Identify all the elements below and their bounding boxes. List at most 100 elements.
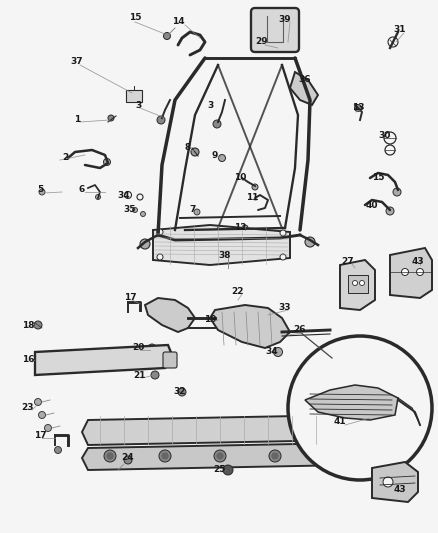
- Text: 3: 3: [207, 101, 213, 109]
- Text: 34: 34: [266, 348, 278, 357]
- Text: 21: 21: [134, 370, 146, 379]
- Circle shape: [386, 207, 394, 215]
- Circle shape: [388, 37, 398, 47]
- Circle shape: [353, 280, 357, 286]
- Circle shape: [124, 191, 131, 198]
- Polygon shape: [145, 298, 195, 332]
- Text: 15: 15: [372, 174, 384, 182]
- Circle shape: [305, 237, 315, 247]
- Circle shape: [214, 450, 226, 462]
- Text: 40: 40: [366, 200, 378, 209]
- Circle shape: [288, 336, 432, 480]
- Text: 34: 34: [118, 190, 131, 199]
- Text: 11: 11: [246, 193, 258, 203]
- Text: 26: 26: [294, 326, 306, 335]
- Text: 35: 35: [124, 206, 136, 214]
- Text: 17: 17: [34, 431, 46, 440]
- Text: 9: 9: [212, 150, 218, 159]
- Polygon shape: [290, 72, 318, 105]
- Polygon shape: [82, 415, 355, 445]
- Text: 25: 25: [214, 465, 226, 474]
- Circle shape: [273, 348, 283, 357]
- Circle shape: [39, 189, 45, 195]
- Text: 33: 33: [279, 303, 291, 312]
- Text: 23: 23: [22, 403, 34, 413]
- Circle shape: [151, 371, 159, 379]
- Text: 38: 38: [219, 251, 231, 260]
- Circle shape: [327, 453, 333, 459]
- FancyBboxPatch shape: [251, 8, 299, 52]
- Circle shape: [223, 465, 233, 475]
- Circle shape: [159, 450, 171, 462]
- Circle shape: [178, 388, 186, 396]
- Circle shape: [137, 194, 143, 200]
- Polygon shape: [305, 385, 398, 420]
- Circle shape: [133, 207, 138, 213]
- Text: 14: 14: [172, 18, 184, 27]
- FancyBboxPatch shape: [163, 352, 177, 368]
- Text: 13: 13: [352, 103, 364, 112]
- Text: 18: 18: [22, 320, 34, 329]
- Circle shape: [39, 411, 46, 418]
- Text: 19: 19: [204, 316, 216, 325]
- Circle shape: [35, 399, 42, 406]
- Text: 43: 43: [412, 257, 424, 266]
- Text: 20: 20: [132, 343, 144, 352]
- Circle shape: [95, 195, 100, 199]
- Circle shape: [242, 225, 248, 231]
- Circle shape: [194, 209, 200, 215]
- Circle shape: [252, 184, 258, 190]
- Text: 6: 6: [79, 185, 85, 195]
- Text: 15: 15: [129, 13, 141, 22]
- Circle shape: [157, 254, 163, 260]
- Circle shape: [124, 456, 132, 464]
- Circle shape: [217, 453, 223, 459]
- Circle shape: [157, 116, 165, 124]
- Text: 29: 29: [256, 37, 268, 46]
- Circle shape: [107, 453, 113, 459]
- Text: 1: 1: [74, 116, 80, 125]
- Text: 37: 37: [71, 58, 83, 67]
- Text: 5: 5: [37, 185, 43, 195]
- Polygon shape: [82, 443, 355, 470]
- Circle shape: [213, 120, 221, 128]
- Circle shape: [162, 453, 168, 459]
- Circle shape: [191, 148, 199, 156]
- Text: 8: 8: [185, 143, 191, 152]
- Polygon shape: [35, 345, 172, 375]
- Polygon shape: [210, 305, 290, 348]
- Text: 30: 30: [379, 131, 391, 140]
- Text: 2: 2: [62, 154, 68, 163]
- Circle shape: [354, 104, 361, 111]
- Circle shape: [141, 212, 145, 216]
- Circle shape: [272, 453, 278, 459]
- Text: 22: 22: [232, 287, 244, 296]
- Circle shape: [324, 450, 336, 462]
- Circle shape: [417, 269, 424, 276]
- Text: 3: 3: [135, 101, 141, 109]
- Text: 12: 12: [234, 223, 246, 232]
- Text: 10: 10: [234, 174, 246, 182]
- Circle shape: [219, 155, 226, 161]
- Bar: [126, 90, 142, 102]
- Polygon shape: [372, 462, 418, 502]
- Text: 36: 36: [299, 76, 311, 85]
- Circle shape: [402, 269, 409, 276]
- Circle shape: [385, 145, 395, 155]
- Circle shape: [54, 447, 61, 454]
- Bar: [348, 275, 368, 293]
- Circle shape: [103, 158, 110, 166]
- Circle shape: [393, 188, 401, 196]
- Text: 27: 27: [342, 257, 354, 266]
- Circle shape: [360, 280, 364, 286]
- Polygon shape: [153, 225, 290, 265]
- Circle shape: [280, 254, 286, 260]
- Circle shape: [148, 344, 156, 352]
- Circle shape: [384, 132, 396, 144]
- Circle shape: [280, 230, 286, 236]
- Text: 17: 17: [124, 294, 136, 303]
- Circle shape: [108, 115, 114, 121]
- Text: 32: 32: [174, 387, 186, 397]
- Polygon shape: [390, 248, 432, 298]
- Text: 24: 24: [122, 454, 134, 463]
